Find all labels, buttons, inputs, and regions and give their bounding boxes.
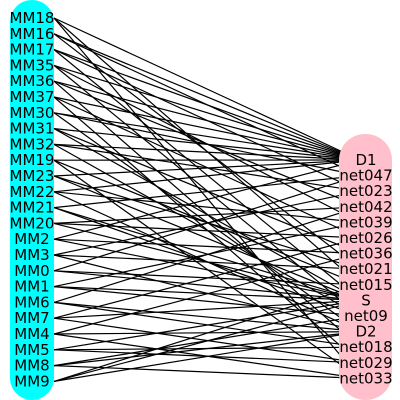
node-mm18: MM18 xyxy=(10,9,55,27)
node-mm20: MM20 xyxy=(10,214,55,232)
edge-mm6-net042 xyxy=(53,206,361,303)
node-mm5: MM5 xyxy=(14,341,49,359)
edge-mm18-d1 xyxy=(53,17,361,161)
edge-mm17-s xyxy=(53,49,361,301)
edge-mm20-net042 xyxy=(53,206,361,224)
node-mm7: MM7 xyxy=(14,309,49,327)
node-mm6: MM6 xyxy=(14,293,49,311)
node-net09: net09 xyxy=(344,307,388,325)
node-d1: D1 xyxy=(355,151,376,169)
edge-mm1-net09 xyxy=(53,286,361,317)
node-net039: net039 xyxy=(339,213,392,231)
node-d2: D2 xyxy=(355,323,376,341)
edge-mm37-d1 xyxy=(53,96,361,161)
edge-mm22-net039 xyxy=(53,191,361,223)
node-mm0: MM0 xyxy=(14,262,49,280)
edge-layer xyxy=(53,17,361,382)
node-mm2: MM2 xyxy=(14,230,49,248)
edge-mm4-net036 xyxy=(53,253,361,335)
edge-mm2-net036 xyxy=(53,238,361,255)
node-net015: net015 xyxy=(339,276,392,294)
right-label-layer: D1net047net023net042net039net026net036ne… xyxy=(339,151,392,387)
node-net021: net021 xyxy=(339,260,392,278)
node-net042: net042 xyxy=(339,198,392,216)
edge-mm6-d2 xyxy=(53,301,361,333)
node-s: S xyxy=(361,291,371,309)
edge-mm7-s xyxy=(53,299,361,319)
edge-mm20-net026 xyxy=(53,222,361,239)
node-mm32: MM32 xyxy=(10,135,55,153)
left-node-column xyxy=(10,0,54,400)
node-mm22: MM22 xyxy=(10,183,55,201)
node-mm1: MM1 xyxy=(14,278,49,296)
edge-mm2-d1 xyxy=(53,159,361,240)
edge-mm7-net026 xyxy=(53,237,361,319)
node-mm31: MM31 xyxy=(10,120,55,138)
node-net023: net023 xyxy=(339,182,392,200)
edge-mm8-d2 xyxy=(53,331,361,367)
edge-mm17-d1 xyxy=(53,49,361,161)
node-mm8: MM8 xyxy=(14,357,49,375)
edge-mm30-d1 xyxy=(53,112,361,161)
edge-mm32-d1 xyxy=(53,143,361,161)
node-mm17: MM17 xyxy=(10,41,55,59)
edge-mm35-d1 xyxy=(53,64,361,161)
node-mm9: MM9 xyxy=(14,372,49,390)
edge-mm0-net047 xyxy=(53,175,361,272)
node-net018: net018 xyxy=(339,338,392,356)
edge-mm9-s xyxy=(53,299,361,382)
edge-mm16-d1 xyxy=(53,33,361,161)
node-mm30: MM30 xyxy=(10,104,55,122)
edge-mm9-d2 xyxy=(53,331,361,382)
edge-mm5-s xyxy=(53,299,361,351)
edge-mm21-net047 xyxy=(53,175,361,209)
edge-mm31-d1 xyxy=(53,128,361,161)
left-label-layer: MM18MM16MM17MM35MM36MM37MM30MM31MM32MM19… xyxy=(10,9,55,390)
node-mm3: MM3 xyxy=(14,246,49,264)
edge-mm9-net015 xyxy=(53,284,361,382)
node-net026: net026 xyxy=(339,229,392,247)
node-mm23: MM23 xyxy=(10,167,55,185)
node-mm37: MM37 xyxy=(10,88,55,106)
edge-mm23-s xyxy=(53,175,361,301)
right-node-column xyxy=(339,134,392,400)
edge-mm22-d1 xyxy=(53,159,361,193)
node-mm21: MM21 xyxy=(10,199,55,217)
node-mm16: MM16 xyxy=(10,25,55,43)
node-mm36: MM36 xyxy=(10,72,55,90)
node-net033: net033 xyxy=(339,369,392,387)
node-mm19: MM19 xyxy=(10,151,55,169)
node-mm4: MM4 xyxy=(14,325,49,343)
edge-mm23-d1 xyxy=(53,159,361,177)
node-net047: net047 xyxy=(339,167,392,185)
edge-mm36-d1 xyxy=(53,80,361,161)
node-net036: net036 xyxy=(339,245,392,263)
node-net029: net029 xyxy=(339,354,392,372)
node-mm35: MM35 xyxy=(10,56,55,74)
edge-mm2-s xyxy=(53,238,361,301)
